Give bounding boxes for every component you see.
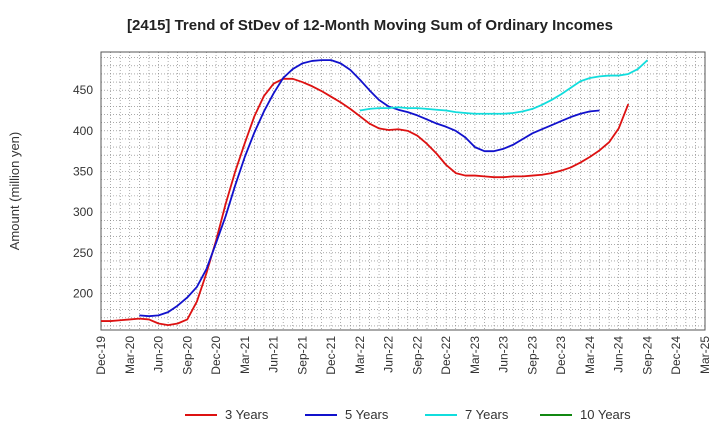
x-tick-label: Jun-23 <box>497 336 511 373</box>
series-lines <box>101 59 649 327</box>
y-tick-label: 400 <box>73 124 93 138</box>
legend-label-3-years: 3 Years <box>225 407 269 422</box>
x-tick-label: Dec-19 <box>94 336 108 375</box>
x-tick-label: Sep-22 <box>410 336 424 375</box>
legend-label-7-years: 7 Years <box>465 407 509 422</box>
x-tick-label: Dec-20 <box>209 336 223 375</box>
x-tick-label: Jun-22 <box>382 336 396 373</box>
series-line-5-years <box>139 59 600 318</box>
x-tick-label: Mar-24 <box>583 336 597 374</box>
x-tick-label: Sep-20 <box>180 336 194 375</box>
x-axis-ticks: Dec-19 Mar-20 Jun-20 Sep-20 Dec-20 Mar-21 Jun-… <box>94 336 712 375</box>
legend: 3 Years 5 Years 7 Years 10 Years <box>185 407 631 422</box>
y-tick-label: 250 <box>73 246 93 260</box>
x-tick-label: Mar-21 <box>238 336 252 374</box>
legend-label-5-years: 5 Years <box>345 407 389 422</box>
x-tick-label: Sep-21 <box>295 336 309 375</box>
x-tick-label: Sep-23 <box>525 336 539 375</box>
grid <box>101 52 705 330</box>
x-tick-label: Jun-20 <box>152 336 166 373</box>
x-tick-label: Mar-23 <box>468 336 482 374</box>
y-tick-label: 200 <box>73 286 93 300</box>
y-axis-ticks: 200 250 300 350 400 450 <box>73 83 93 300</box>
x-tick-label: Jun-21 <box>267 336 281 373</box>
y-tick-label: 450 <box>73 83 93 97</box>
x-tick-label: Dec-23 <box>554 336 568 375</box>
series-line-3-years <box>101 77 630 327</box>
x-tick-label: Dec-24 <box>669 336 683 375</box>
y-axis-label: Amount (million yen) <box>7 132 22 251</box>
series-line-7-years <box>359 59 649 115</box>
x-tick-label: Mar-20 <box>123 336 137 374</box>
chart-title: [2415] Trend of StDev of 12-Month Moving… <box>127 17 613 34</box>
legend-label-10-years: 10 Years <box>580 407 631 422</box>
x-tick-label: Mar-22 <box>353 336 367 374</box>
y-tick-label: 300 <box>73 205 93 219</box>
y-tick-label: 350 <box>73 164 93 178</box>
x-tick-label: Dec-21 <box>324 336 338 375</box>
x-tick-label: Mar-25 <box>698 336 712 374</box>
x-tick-label: Dec-22 <box>439 336 453 375</box>
plot-frame <box>100 51 706 331</box>
x-tick-label: Sep-24 <box>640 336 654 375</box>
x-tick-label: Jun-24 <box>612 336 626 373</box>
